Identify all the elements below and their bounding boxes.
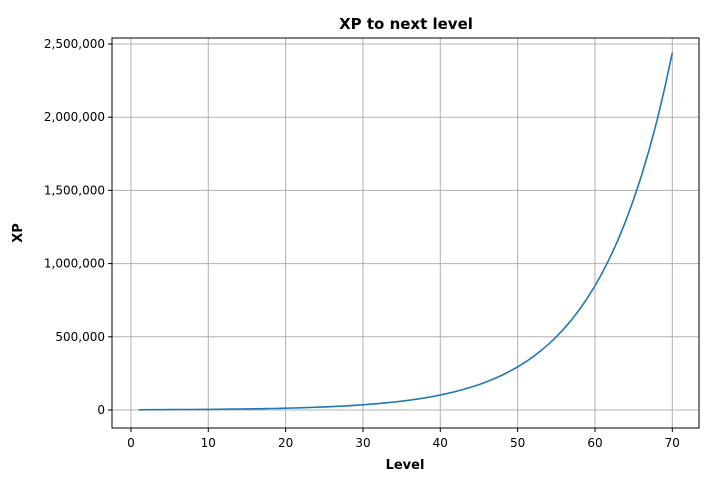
y-tick-label: 1,500,000: [44, 183, 105, 197]
x-tick-label: 20: [278, 436, 293, 450]
x-tick-label: 10: [201, 436, 216, 450]
x-tick-label: 30: [355, 436, 370, 450]
y-axis: 0 500,000 1,000,000 1,500,000 2,000,000 2,500…: [44, 37, 112, 417]
y-tick-label: 500,000: [55, 330, 105, 344]
x-axis: 0 10 20 30 40 50 60 70: [127, 428, 680, 450]
x-tick-label: 50: [510, 436, 525, 450]
grid: [112, 38, 699, 428]
x-tick-label: 0: [127, 436, 135, 450]
x-tick-label: 40: [433, 436, 448, 450]
y-tick-label: 1,000,000: [44, 257, 105, 271]
plot-frame: [111, 37, 700, 429]
y-tick-label: 0: [97, 403, 105, 417]
series-line: [138, 52, 674, 411]
series-layer: [138, 52, 674, 411]
chart-title: XP to next level: [339, 15, 473, 33]
y-axis-label: XP: [11, 223, 26, 243]
y-tick-label: 2,500,000: [44, 37, 105, 51]
y-tick-label: 2,000,000: [44, 110, 105, 124]
x-tick-label: 60: [587, 436, 602, 450]
x-tick-label: 70: [665, 436, 680, 450]
x-axis-label: Level: [386, 458, 425, 473]
